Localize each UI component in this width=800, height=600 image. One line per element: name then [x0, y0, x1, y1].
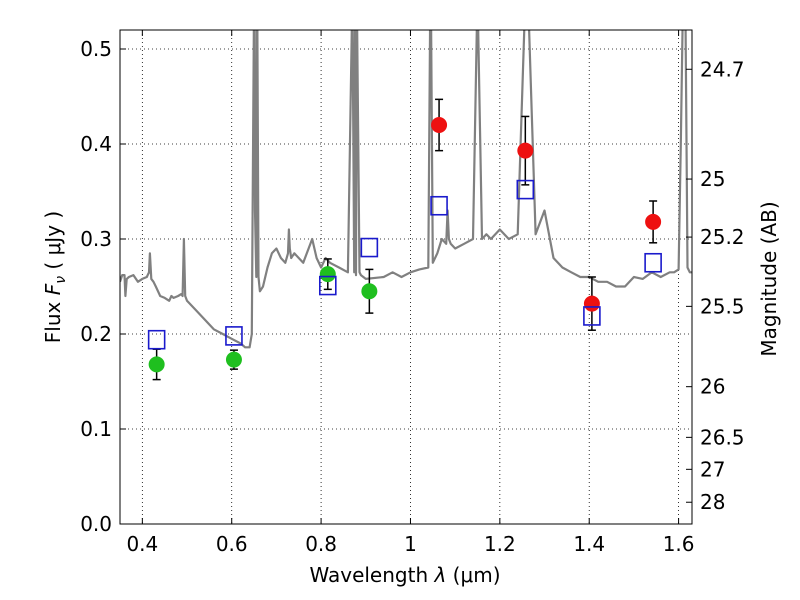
grid — [120, 30, 692, 525]
x-tick-label: 1.2 — [484, 532, 516, 556]
y-tick-label: 0.3 — [80, 227, 112, 251]
y-tick-label: 0.5 — [80, 37, 112, 61]
x-tick-label: 0.8 — [305, 532, 337, 556]
blue-model-box — [147, 329, 166, 350]
plot-frame — [119, 29, 693, 525]
green-data-point — [319, 266, 336, 283]
x-tick-label: 1.6 — [663, 532, 695, 556]
x-tick-label: 1 — [404, 532, 417, 556]
y-tick-label: 0.1 — [80, 417, 112, 441]
y2-tick-label: 25 — [700, 167, 725, 191]
plot-area — [120, 30, 692, 381]
y2-tick-label: 24.7 — [700, 57, 745, 81]
x-tick-label: 0.4 — [126, 532, 158, 556]
y2-tick-label: 27 — [700, 457, 725, 481]
blue-model-box — [430, 195, 448, 216]
blue-model-box — [583, 306, 601, 326]
y2-tick-label: 25.2 — [700, 225, 745, 249]
blue-model-box — [644, 252, 662, 273]
blue-model-box — [516, 179, 535, 200]
green-data-point — [225, 351, 242, 368]
y2-tick-label: 28 — [700, 490, 725, 514]
y-tick-label: 0.4 — [80, 132, 112, 156]
y2-axis-label: Magnitude (AB) — [757, 201, 781, 356]
x-tick-label: 0.6 — [216, 532, 248, 556]
y-tick-label: 0.0 — [80, 512, 112, 536]
blue-model-box — [318, 275, 337, 296]
y2-tick-label: 25.5 — [700, 294, 745, 318]
model-spectrum-line — [120, 30, 692, 349]
axes-ticks: 0.4 0.6 0.8 1 1.2 1.4 1.6 0.0 0.1 0.2 0.3 0.4 0.5 24.… — [80, 30, 745, 556]
y2-tick-label: 26.5 — [700, 425, 745, 449]
red-data-point — [645, 213, 662, 230]
red-data-point — [583, 295, 600, 312]
green-data-point — [361, 283, 378, 300]
y-axis-label: Flux Fν ( μJy ) — [41, 211, 69, 343]
x-axis-label: Wavelength λ (μm) — [309, 563, 500, 587]
red-data-point — [431, 117, 448, 133]
blue-model-box — [360, 237, 379, 258]
y-tick-label: 0.2 — [80, 322, 112, 346]
red-data-point — [517, 142, 534, 159]
blue-model-box — [225, 326, 243, 346]
green-data-point — [148, 356, 165, 373]
x-tick-label: 1.4 — [573, 532, 605, 556]
y2-tick-label: 26 — [700, 375, 725, 399]
